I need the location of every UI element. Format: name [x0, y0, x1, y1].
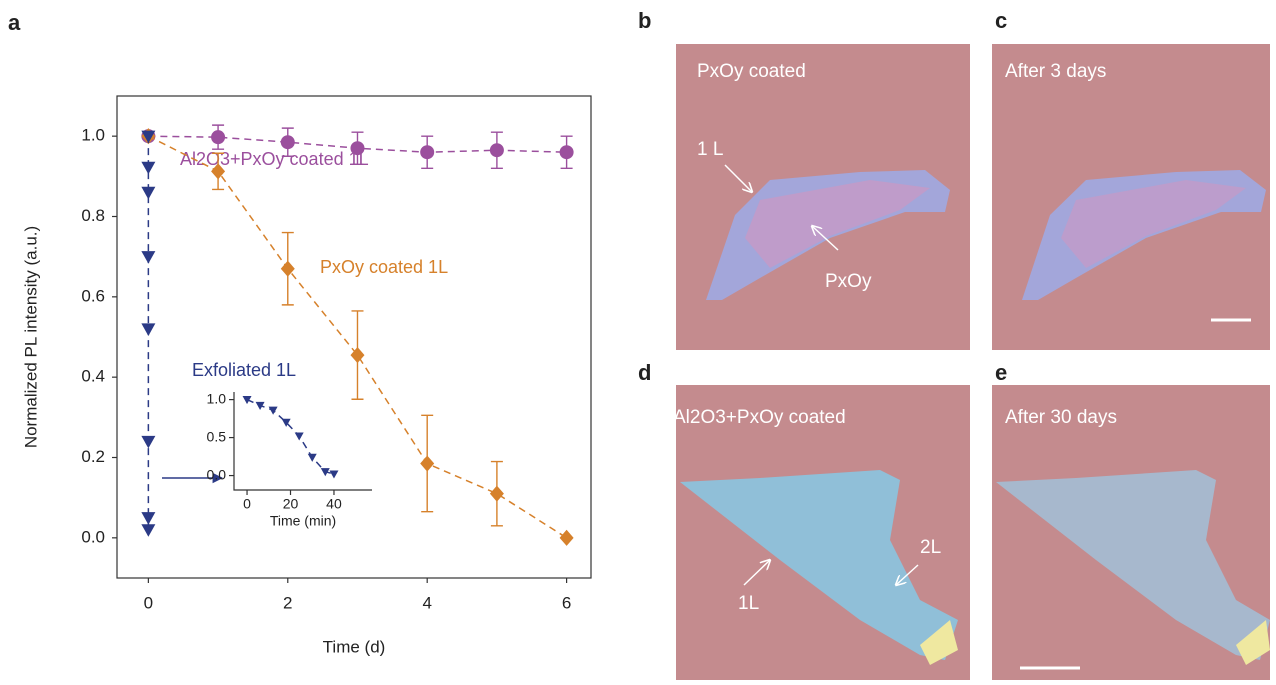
x-tick-label: 2 — [283, 593, 292, 612]
caption: After 3 days — [1005, 61, 1106, 82]
marker — [307, 453, 317, 462]
marker — [141, 435, 156, 449]
x-tick-label: 6 — [562, 593, 571, 612]
y-tick-label: 0.0 — [81, 527, 105, 546]
y-tick-label: 0.0 — [207, 466, 227, 482]
panel-label: e — [995, 360, 1007, 385]
marker — [329, 470, 339, 479]
x-axis-label: Time (min) — [270, 513, 336, 529]
marker — [141, 524, 156, 537]
y-tick-label: 1.0 — [207, 390, 227, 406]
y-tick-label: 0.2 — [81, 447, 105, 466]
y-tick-label: 0.4 — [81, 367, 105, 386]
series-label: Al2O3+PxOy coated 1L — [180, 149, 369, 169]
micrograph-b — [676, 44, 970, 350]
x-tick-label: 0 — [144, 593, 153, 612]
marker — [141, 186, 156, 200]
marker — [255, 401, 265, 410]
series-label: PxOy coated 1L — [320, 257, 448, 277]
marker — [350, 141, 365, 156]
marker — [489, 485, 504, 502]
marker — [559, 145, 574, 160]
marker — [559, 529, 574, 546]
x-tick-label: 0 — [243, 496, 251, 512]
axes-frame — [116, 95, 592, 579]
series-line — [246, 398, 335, 475]
x-tick-label: 40 — [326, 496, 342, 512]
marker — [280, 260, 295, 277]
marker — [211, 130, 226, 145]
x-tick-label: 20 — [283, 496, 299, 512]
y-tick-label: 0.6 — [81, 286, 105, 305]
marker — [280, 135, 295, 150]
marker — [350, 347, 365, 364]
marker — [420, 145, 435, 160]
x-tick-label: 4 — [422, 593, 431, 612]
panel-label: b — [638, 8, 651, 33]
y-tick-label: 0.8 — [81, 206, 105, 225]
panel-label: d — [638, 360, 651, 385]
micrograph-c — [992, 44, 1270, 350]
series-label: Exfoliated 1L — [192, 360, 296, 380]
marker — [268, 406, 278, 415]
marker — [294, 432, 304, 441]
marker — [281, 418, 291, 427]
marker — [242, 395, 252, 405]
caption: Al2O3+PxOy coated — [673, 407, 846, 428]
marker — [420, 455, 435, 472]
y-tick-label: 1.0 — [81, 126, 105, 145]
annotation: 1 L — [697, 139, 723, 160]
marker — [211, 163, 226, 180]
micrograph-e — [992, 385, 1270, 680]
caption: PxOy coated — [697, 61, 806, 82]
marker — [141, 512, 156, 525]
x-axis-label: Time (d) — [323, 637, 386, 656]
marker — [141, 323, 156, 336]
micrograph-d — [676, 385, 970, 680]
panel-label: a — [8, 10, 21, 35]
annotation: 2L — [920, 537, 941, 558]
y-axis-label: Normalized PL intensity (a.u.) — [21, 226, 40, 448]
y-tick-label: 0.5 — [207, 428, 227, 444]
annotation: PxOy — [825, 271, 872, 292]
axes — [233, 392, 372, 491]
panel-label: c — [995, 8, 1007, 33]
caption: After 30 days — [1005, 407, 1117, 428]
marker — [489, 143, 504, 158]
marker — [141, 251, 156, 264]
marker — [141, 130, 156, 144]
marker — [320, 468, 330, 477]
annotation: 1L — [738, 593, 759, 614]
marker — [141, 161, 156, 175]
